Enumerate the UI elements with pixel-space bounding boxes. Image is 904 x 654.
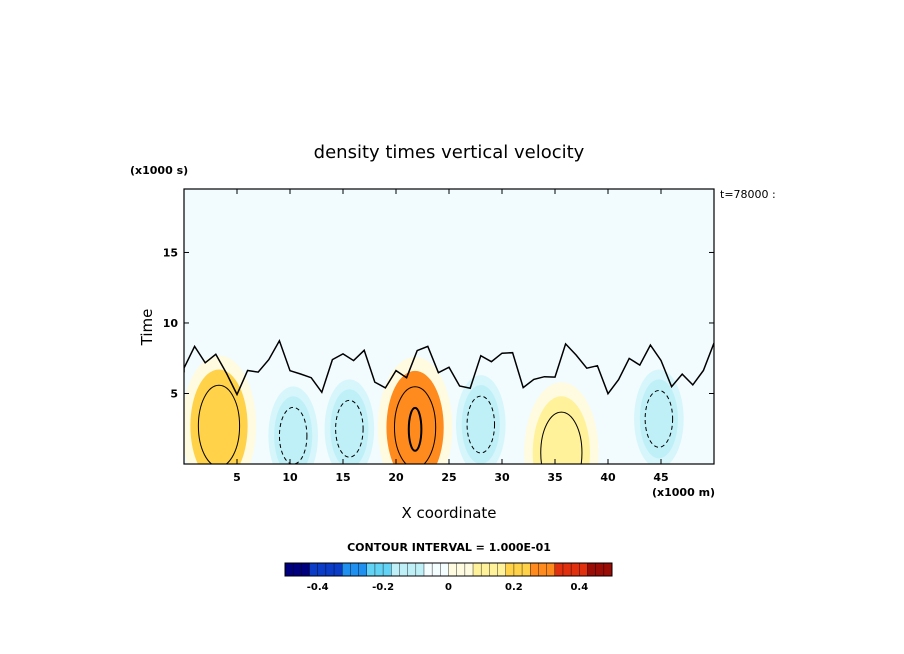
- contour-line: [278, 406, 308, 464]
- colorbar-segment: [464, 563, 474, 576]
- colorbar-tick-label: 0.4: [570, 582, 588, 593]
- x-unit-label: (x1000 m): [652, 486, 715, 499]
- colorbar-segment: [522, 563, 531, 576]
- colorbar-segment: [571, 563, 580, 576]
- colorbar-tick-label: 0.2: [505, 582, 523, 593]
- colorbar-segment: [603, 563, 613, 576]
- colorbar-segment: [423, 563, 433, 576]
- colorbar-segment: [415, 563, 425, 576]
- x-axis-label: X coordinate: [401, 504, 496, 522]
- colorbar-segment: [391, 563, 400, 576]
- y-unit-label: (x1000 s): [130, 164, 188, 177]
- y-tick-label: 10: [163, 317, 179, 330]
- colorbar-segment: [366, 563, 376, 576]
- colorbar-segment: [383, 563, 392, 576]
- colorbar-segment: [579, 563, 588, 576]
- colorbar-segment: [334, 563, 343, 576]
- negative-anomaly: [274, 396, 313, 464]
- time-annotation: t=78000 :: [720, 188, 776, 201]
- y-tick-label: 15: [163, 246, 178, 259]
- colorbar-frame: [284, 562, 613, 577]
- colorbar: -0.4 -0.2 0 0.2 0.4: [284, 562, 613, 593]
- colorbar-segment: [456, 563, 466, 576]
- x-tick-label: 25: [441, 471, 456, 484]
- colorbar-segment: [481, 563, 490, 576]
- x-tick-label: 35: [547, 471, 562, 484]
- zero-contour-line: [184, 338, 714, 397]
- chart-title: density times vertical velocity: [314, 142, 585, 163]
- colorbar-tick-label: 0: [445, 582, 452, 593]
- colorbar-segment: [448, 563, 458, 576]
- x-tick-label: 30: [494, 471, 510, 484]
- colorbar-segment: [301, 563, 310, 576]
- colorbar-segment: [546, 563, 556, 576]
- x-tick-label: 20: [388, 471, 404, 484]
- x-tick-label: 40: [600, 471, 616, 484]
- colorbar-segment: [538, 563, 547, 576]
- y-tick-label: 5: [170, 387, 178, 400]
- colorbar-segment: [530, 563, 539, 576]
- positive-anomaly: [386, 370, 444, 464]
- contour-line: [335, 399, 364, 458]
- colorbar-segment: [317, 563, 327, 576]
- contour-line: [197, 384, 241, 464]
- colorbar-tick-label: -0.4: [307, 582, 329, 593]
- y-axis: 5 10 15: [163, 246, 714, 400]
- x-tick-label: 10: [282, 471, 298, 484]
- colorbar-segment: [325, 563, 335, 576]
- contour-line: [540, 411, 583, 464]
- colorbar-segment: [374, 563, 384, 576]
- colorbar-segment: [358, 563, 368, 576]
- colorbar-segment: [562, 563, 572, 576]
- positive-anomaly: [190, 369, 248, 464]
- colorbar-segment: [440, 563, 449, 576]
- colorbar-segment: [293, 563, 302, 576]
- y-axis-label: Time: [138, 309, 156, 347]
- colorbar-segment: [505, 563, 515, 576]
- colorbar-segment: [497, 563, 507, 576]
- contour-line: [393, 386, 437, 464]
- colorbar-segment: [595, 563, 605, 576]
- colorbar-segment: [513, 563, 523, 576]
- contour-field: [184, 338, 714, 464]
- contour-line: [466, 395, 496, 454]
- colorbar-segment: [554, 563, 564, 576]
- contour-line: [407, 406, 423, 452]
- colorbar-segment: [350, 563, 359, 576]
- x-tick-label: 5: [233, 471, 241, 484]
- colorbar-tick-label: -0.2: [372, 582, 394, 593]
- contour-line: [644, 389, 674, 448]
- x-tick-label: 45: [653, 471, 668, 484]
- colorbar-segment: [399, 563, 409, 576]
- contour-interval-label: CONTOUR INTERVAL = 1.000E-01: [347, 541, 551, 554]
- colorbar-segment: [309, 563, 319, 576]
- colorbar-segment: [407, 563, 417, 576]
- colorbar-segment: [489, 563, 498, 576]
- positive-anomaly: [532, 396, 590, 464]
- x-axis: 5 10 15 20 25 30 35 40 45: [233, 189, 669, 484]
- colorbar-segment: [342, 563, 351, 576]
- colorbar-segment: [473, 563, 482, 576]
- x-tick-label: 15: [335, 471, 350, 484]
- colorbar-segment: [587, 563, 597, 576]
- colorbar-segment: [432, 563, 441, 576]
- colorbar-segment: [285, 563, 294, 576]
